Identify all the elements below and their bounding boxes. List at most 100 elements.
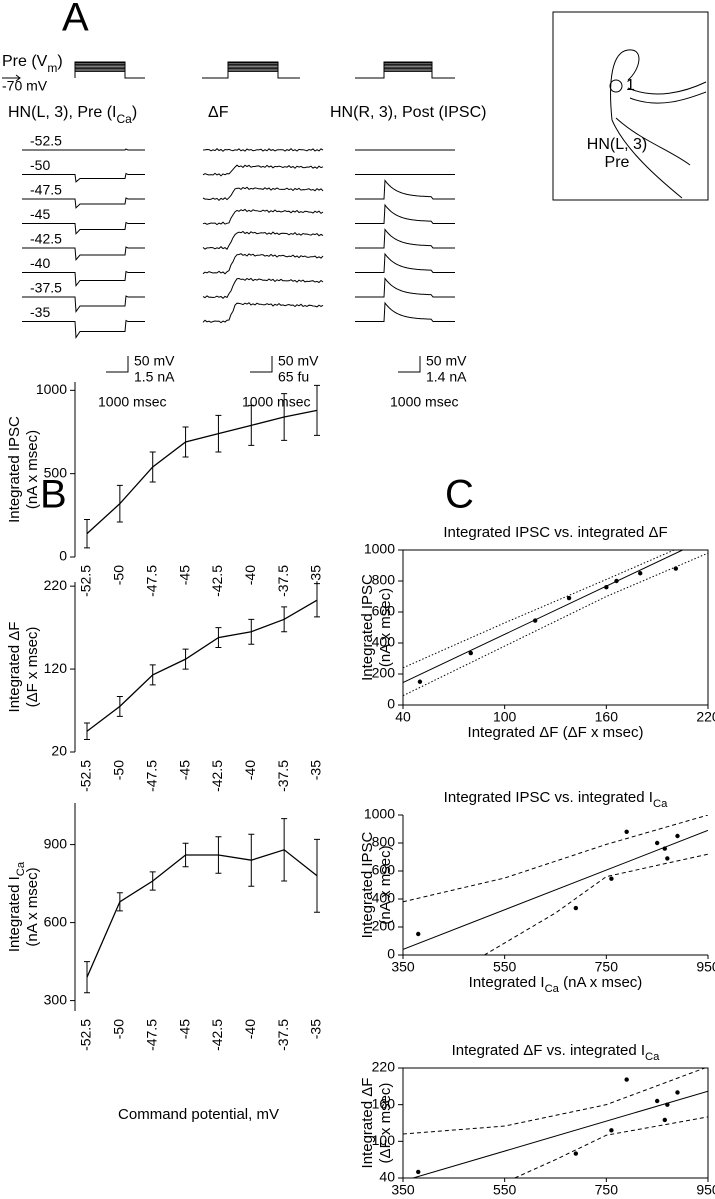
y-tick-label: 120 <box>44 660 68 676</box>
panel-label: B <box>40 473 67 517</box>
data-line <box>86 849 318 978</box>
potential-label: -42.5 <box>30 231 62 247</box>
scale-bar <box>106 356 129 373</box>
y-axis-label: (nA x msec) <box>24 430 41 509</box>
holding-potential: -70 mV <box>2 78 48 94</box>
x-tick-label: -35 <box>308 1019 324 1039</box>
x-tick-label: 220 <box>696 709 715 725</box>
x-tick-label: 350 <box>391 959 415 975</box>
data-point <box>468 650 473 656</box>
confidence-band <box>403 550 675 669</box>
y-axis-label: (nA x msec) <box>377 845 394 924</box>
column-header-part: ) <box>132 104 137 121</box>
x-axis-label: Integrated ICa (nA x msec) <box>469 974 643 995</box>
scale-label: 1000 msec <box>242 394 310 410</box>
scale-bar <box>398 356 421 373</box>
trace-df <box>202 253 324 275</box>
frame <box>403 549 709 705</box>
x-tick-label: -50 <box>111 1019 127 1039</box>
column-header: HN(R, 3), Post (IPSC) <box>330 104 486 121</box>
data-point <box>662 1117 667 1123</box>
column-header-part: HN(L, 3), Pre (I <box>8 104 116 121</box>
x-tick-label: 750 <box>595 1182 619 1198</box>
x-tick-label: -42.5 <box>209 760 225 792</box>
regression-line <box>403 829 708 950</box>
chart-title: Integrated ΔF vs. integrated ICa <box>452 1042 661 1063</box>
y-tick-label: 200 <box>372 918 396 934</box>
frame <box>403 1067 709 1178</box>
y-tick-label: 800 <box>372 572 396 588</box>
x-tick-label: -37.5 <box>275 1019 291 1051</box>
inset-frame <box>552 11 709 201</box>
trace-df <box>202 302 324 324</box>
neuron-drawing <box>610 49 707 199</box>
column-header: HN(L, 3), Pre (ICa) <box>8 104 137 126</box>
y-tick-label: 1000 <box>364 806 395 822</box>
data-line <box>86 409 318 535</box>
data-point <box>665 856 670 861</box>
x-tick-label: 100 <box>493 709 517 725</box>
data-point <box>573 905 579 911</box>
y-axis-label: Integrated ΔF <box>359 1078 376 1169</box>
y-tick-label: 400 <box>372 634 396 650</box>
data-point <box>532 618 538 623</box>
trace-ipsc <box>355 277 455 298</box>
x-tick-label: -52.5 <box>78 565 94 597</box>
trace-ipsc <box>355 203 455 224</box>
y-tick-label: 900 <box>44 835 68 851</box>
column-header-part: Ca <box>116 112 132 126</box>
x-tick-label: 950 <box>696 959 715 975</box>
x-tick-label: 40 <box>395 709 411 725</box>
chart-title: Integrated IPSC vs. integrated ΔF <box>443 524 667 541</box>
x-tick-label: 160 <box>595 709 619 725</box>
confidence-band <box>484 853 708 955</box>
regression-line <box>403 550 683 683</box>
y-tick-label: 20 <box>51 743 67 759</box>
panel-label: C <box>445 473 474 517</box>
trace-df <box>202 186 324 201</box>
y-axis-label: (nA x msec) <box>377 588 394 667</box>
plot-area <box>403 815 708 955</box>
chart-title-part: Integrated ΔF vs. integrated I <box>452 1042 645 1059</box>
confidence-band <box>403 1068 707 1135</box>
trace-ipsc <box>355 179 455 200</box>
scale-label: 50 mV <box>278 353 319 369</box>
data-point <box>675 1090 680 1095</box>
y-axis-label: Integrated IPSC <box>359 831 376 938</box>
y-tick-label: 600 <box>372 603 396 619</box>
scale-label: 1000 msec <box>390 394 458 410</box>
y-tick-label: 200 <box>372 665 396 681</box>
column-header: ΔF <box>208 104 229 121</box>
x-tick-label: -45 <box>176 565 192 585</box>
trace-ipsc <box>355 228 455 249</box>
y-tick-label: 0 <box>387 696 395 712</box>
inset-cell: HN(L, 3) <box>587 136 647 153</box>
x-axis-label: Integrated ΔF (ΔF x msec) <box>468 724 644 741</box>
y-tick-label: 300 <box>44 991 68 1007</box>
scale-bar <box>250 356 273 373</box>
trace-ica <box>22 295 145 313</box>
y-axis-label: Integrated ΔF <box>6 622 23 713</box>
trace-ica <box>22 221 145 235</box>
y-tick-label: 160 <box>372 1095 396 1111</box>
potential-label: -52.5 <box>30 133 62 149</box>
y-tick-label: 220 <box>372 1059 396 1075</box>
plot-area <box>403 1068 708 1178</box>
confidence-band <box>403 552 708 697</box>
pre-label: Pre (Vm) <box>2 53 63 75</box>
potential-label: -35 <box>30 304 50 320</box>
scale-label: 1.4 nA <box>426 369 467 385</box>
data-point <box>624 1077 629 1082</box>
x-tick-label: -50 <box>111 565 127 585</box>
data-line <box>86 599 318 732</box>
recording-site <box>609 79 623 93</box>
arrow <box>2 74 21 82</box>
chart-title-part: Integrated IPSC vs. integrated I <box>444 789 653 806</box>
data-point <box>638 571 643 576</box>
x-tick-label: -37.5 <box>275 760 291 792</box>
trace-ipsc <box>355 301 455 322</box>
x-tick-label: -50 <box>111 760 127 780</box>
x-axis-label-part: Integrated I <box>469 1197 545 1199</box>
scale-label: 65 fu <box>278 369 309 385</box>
